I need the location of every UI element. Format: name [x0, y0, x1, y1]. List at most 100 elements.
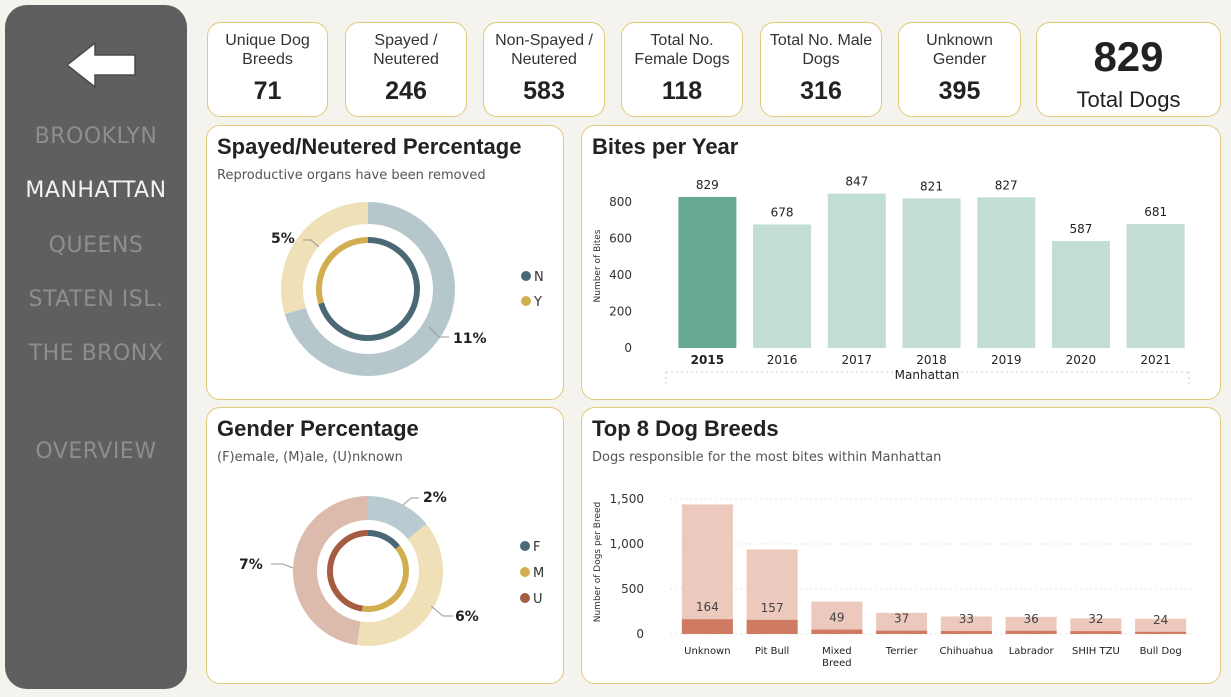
x-tick-label: Mixed	[822, 646, 852, 657]
bar-total	[811, 601, 863, 634]
nav-item-manhattan[interactable]: MANHATTAN	[25, 178, 167, 203]
data-label: 5%	[271, 231, 295, 247]
nav-item-overview[interactable]: OVERVIEW	[35, 439, 157, 464]
bar-total	[876, 612, 928, 634]
y-tick-label: 600	[609, 232, 632, 246]
y-tick-label: 1,000	[610, 537, 644, 551]
data-label: 36	[1023, 612, 1038, 626]
data-label: 847	[845, 175, 868, 189]
data-label: 7%	[239, 557, 263, 573]
donut-inner-slice	[361, 545, 409, 612]
bar-total	[1005, 616, 1057, 634]
bar	[827, 193, 886, 348]
bar-bites	[940, 631, 992, 634]
bar-bites	[1070, 631, 1122, 634]
leader-line	[303, 239, 320, 248]
bar-bites	[681, 619, 733, 634]
sidebar: BROOKLYN MANHATTAN QUEENS STATEN ISL. TH…	[5, 5, 187, 689]
x-tick-label: Labrador	[1009, 646, 1055, 657]
legend-swatch	[520, 593, 530, 603]
spayed-donut-chart: 5% 11% NY	[271, 202, 544, 376]
kpi-value: 583	[523, 77, 565, 105]
left-arrow-icon[interactable]	[65, 41, 137, 89]
x-tick-label: 2021	[1140, 353, 1171, 367]
nav-item-brooklyn[interactable]: BROOKLYN	[34, 124, 158, 149]
x-tick-label: Terrier	[885, 646, 919, 657]
bar-bites	[876, 630, 928, 634]
legend-swatch	[521, 296, 531, 306]
legend-label: U	[533, 592, 543, 607]
gender-donut-chart: 2% 6% 7% FMU	[239, 490, 544, 646]
x-tick-label: 2015	[691, 353, 724, 367]
kpi-spayed-neutered: Spayed / Neutered 246	[345, 22, 467, 117]
panel-subtitle: Reproductive organs have been removed	[217, 168, 486, 183]
kpi-label: Unique Dog Breeds	[225, 32, 310, 68]
bar-total	[940, 616, 992, 634]
data-label: 164	[696, 600, 719, 614]
legend-swatch	[520, 567, 530, 577]
donut-inner-slice	[367, 530, 400, 550]
kpi-value: 118	[661, 77, 703, 105]
donut-inner-slice	[318, 237, 420, 341]
x-axis-label: Manhattan	[895, 368, 960, 382]
bar	[1051, 241, 1110, 348]
legend-label: F	[533, 540, 540, 555]
breeds-bar-chart: 0 500 1,000 1,500 Number of Dogs per Breed 16…	[593, 492, 1192, 669]
donut-outer-slice	[281, 202, 369, 315]
data-label: 6%	[455, 609, 479, 625]
data-label: 32	[1088, 612, 1103, 626]
bar	[902, 198, 961, 348]
kpi-label: Total No. Male Dogs	[769, 32, 873, 68]
bar	[753, 224, 812, 348]
bar-total	[1135, 618, 1187, 634]
nav-item-queens[interactable]: QUEENS	[48, 233, 144, 258]
panel-title: Bites per Year	[592, 134, 739, 159]
kpi-female-dogs: Total No. Female Dogs 118	[621, 22, 743, 117]
total-dogs-label: Total Dogs	[1076, 87, 1181, 112]
kpi-total-dogs: 829 Total Dogs	[1036, 22, 1221, 117]
donut-inner-slice	[316, 237, 369, 305]
bites-panel: Bites per Year 0 200 400 600 800 Number of Bi…	[581, 125, 1221, 400]
legend-label: M	[533, 566, 544, 581]
nav-item-staten-island[interactable]: STATEN ISL.	[28, 287, 164, 312]
data-label: 829	[696, 178, 719, 192]
donut-outer-slice	[356, 524, 443, 646]
y-tick-label: 0	[636, 627, 644, 641]
kpi-label: Unknown Gender	[926, 32, 993, 68]
donut-outer-slice	[293, 496, 369, 646]
kpi-value: 71	[253, 77, 282, 105]
total-dogs-value: 829	[1093, 33, 1164, 80]
x-tick-label: SHIH TZU	[1072, 646, 1120, 657]
x-tick-label: Pit Bull	[755, 646, 789, 657]
y-axis-label: Number of Dogs per Breed	[593, 502, 603, 623]
y-tick-label: 500	[621, 582, 644, 596]
leader-line	[430, 605, 453, 617]
spayed-panel: Spayed/Neutered Percentage Reproductive …	[206, 125, 564, 400]
kpi-unknown-gender: Unknown Gender 395	[898, 22, 1021, 117]
legend-swatch	[520, 541, 530, 551]
x-tick-label: 2016	[767, 353, 798, 367]
bar	[678, 196, 737, 348]
breeds-panel: Top 8 Dog Breeds Dogs responsible for th…	[581, 407, 1221, 684]
y-tick-label: 1,500	[610, 492, 644, 506]
bar-bites	[1135, 631, 1187, 634]
bar-bites	[1005, 630, 1057, 634]
data-label: 157	[761, 601, 784, 615]
donut-outer-slice	[367, 496, 427, 540]
y-tick-label: 200	[609, 305, 632, 319]
leader-line	[428, 326, 449, 338]
bar-total	[681, 504, 733, 634]
kpi-non-spayed: Non-Spayed / Neutered 583	[483, 22, 605, 117]
nav-item-the-bronx[interactable]: THE BRONX	[28, 341, 164, 366]
x-tick-label: Unknown	[684, 646, 730, 657]
kpi-value: 395	[938, 77, 981, 105]
x-tick-label: Breed	[822, 658, 851, 669]
data-label: 827	[995, 178, 1018, 192]
kpi-label: Spayed / Neutered	[373, 32, 439, 68]
data-label: 49	[829, 611, 844, 625]
bar	[977, 197, 1036, 348]
bar-bites	[746, 619, 798, 634]
panel-subtitle: Dogs responsible for the most bites with…	[592, 450, 942, 465]
kpi-male-dogs: Total No. Male Dogs 316	[760, 22, 882, 117]
x-tick-label: 2018	[916, 353, 947, 367]
